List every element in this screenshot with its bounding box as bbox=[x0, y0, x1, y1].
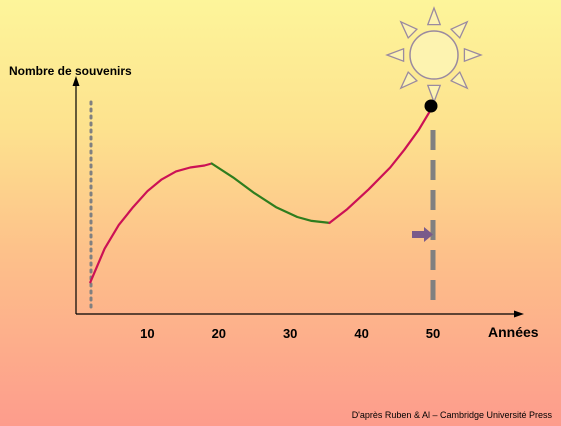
x-tick-labels: 10 20 30 40 50 bbox=[140, 326, 440, 341]
x-tick-label: 20 bbox=[212, 326, 226, 341]
sun-icon bbox=[385, 6, 483, 104]
sun-ray bbox=[399, 20, 419, 40]
series-line-3 bbox=[328, 105, 435, 224]
y-axis-arrowhead bbox=[72, 76, 80, 86]
x-axis-label: Années bbox=[488, 324, 539, 340]
arrow-icon bbox=[412, 227, 433, 242]
sun-ray bbox=[449, 20, 469, 40]
sun-ray bbox=[463, 47, 483, 63]
end-point-marker bbox=[424, 99, 438, 113]
y-axis-label: Nombre de souvenirs bbox=[9, 64, 132, 78]
x-tick-label: 40 bbox=[354, 326, 368, 341]
sun-ray bbox=[385, 47, 405, 63]
sun-ray bbox=[449, 70, 469, 90]
x-axis-arrowhead bbox=[514, 310, 524, 318]
sun-ray bbox=[399, 70, 419, 90]
sun-disc bbox=[409, 30, 459, 80]
series-group bbox=[89, 105, 435, 284]
series-line-1 bbox=[89, 162, 213, 284]
x-tick-label: 50 bbox=[426, 326, 440, 341]
sun-ray bbox=[426, 84, 442, 104]
credit-text: D'après Ruben & Al – Cambridge Universit… bbox=[352, 410, 553, 420]
x-tick-label: 30 bbox=[283, 326, 297, 341]
sun-ray bbox=[426, 6, 442, 26]
series-line-2 bbox=[210, 162, 331, 224]
x-tick-label: 10 bbox=[140, 326, 154, 341]
